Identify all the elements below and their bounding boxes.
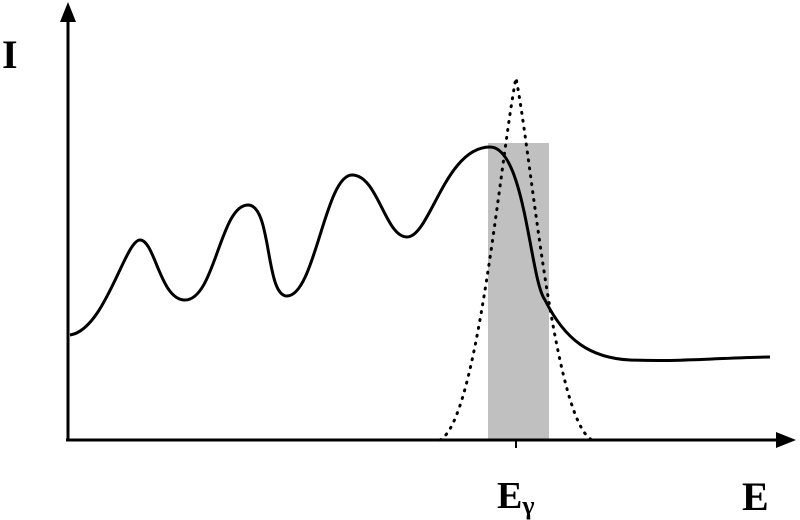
marker-subscript: γ — [521, 491, 534, 520]
x-axis-label: E — [742, 474, 769, 519]
spectrum-curve — [69, 145, 771, 362]
y-axis-arrow — [60, 2, 76, 22]
marker-letter: E — [497, 475, 522, 517]
y-axis-label: I — [2, 32, 18, 77]
marker-label: Eγ — [497, 475, 535, 520]
x-axis-arrow — [776, 432, 796, 448]
